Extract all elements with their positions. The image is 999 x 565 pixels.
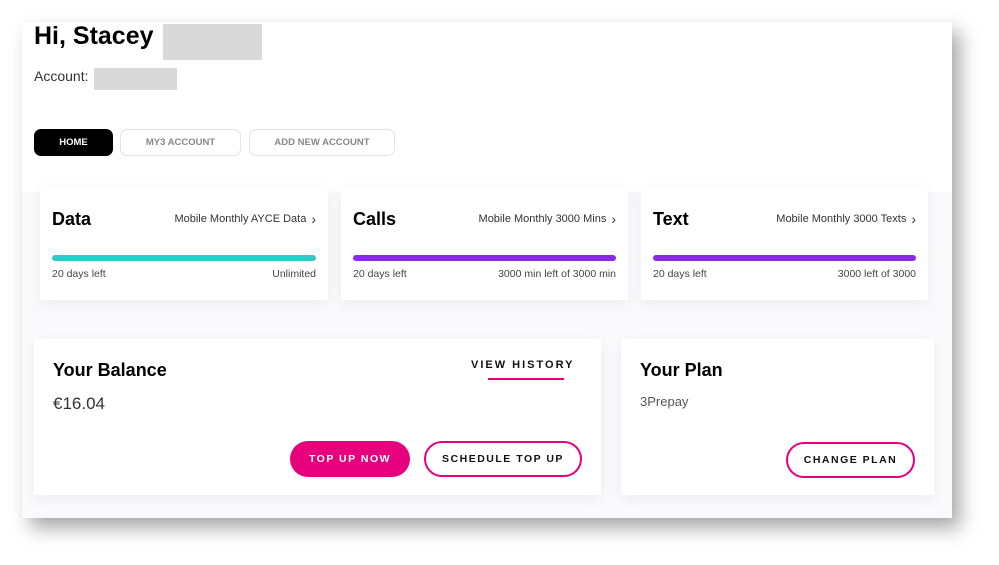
remaining: 3000 min left of 3000 min [498, 268, 616, 280]
chevron-right-icon: › [311, 211, 316, 227]
usage-bar [52, 255, 316, 261]
remaining: Unlimited [272, 268, 316, 280]
plan-link-label: Mobile Monthly AYCE Data [174, 213, 307, 225]
plan-title: Your Plan [640, 360, 723, 380]
card-title: Calls [353, 209, 397, 229]
top-up-now-button[interactable]: TOP UP NOW [290, 441, 410, 477]
chevron-right-icon: › [911, 211, 916, 227]
redacted-account-number [94, 68, 177, 90]
plan-link[interactable]: Mobile Monthly AYCE Data › [174, 211, 316, 227]
account-label: Account: [34, 68, 89, 84]
tab-home[interactable]: HOME [34, 129, 113, 156]
balance-card: Your Balance €16.04 VIEW HISTORY TOP UP … [34, 339, 601, 495]
usage-bar [653, 255, 916, 261]
days-left: 20 days left [52, 268, 106, 280]
days-left: 20 days left [353, 268, 407, 280]
days-left: 20 days left [653, 268, 707, 280]
usage-bar [353, 255, 616, 261]
tab-add-new-account[interactable]: ADD NEW ACCOUNT [249, 129, 395, 156]
plan-link-label: Mobile Monthly 3000 Mins [478, 213, 607, 225]
header-area: Hi, Stacey Account: HOME MY3 ACCOUNT ADD… [22, 22, 952, 192]
greeting: Hi, Stacey [34, 22, 154, 50]
page: Hi, Stacey Account: HOME MY3 ACCOUNT ADD… [22, 22, 952, 518]
view-history-link[interactable]: VIEW HISTORY [471, 359, 575, 371]
plan-name: 3Prepay [640, 394, 689, 409]
change-plan-button[interactable]: CHANGE PLAN [786, 442, 915, 478]
view-history-underline [488, 378, 564, 380]
schedule-top-up-button[interactable]: SCHEDULE TOP UP [424, 441, 582, 477]
chevron-right-icon: › [611, 211, 616, 227]
plan-link-label: Mobile Monthly 3000 Texts [776, 213, 907, 225]
usage-card-data: Data Mobile Monthly AYCE Data › 20 days l… [40, 187, 328, 300]
usage-card-calls: Calls Mobile Monthly 3000 Mins › 20 days … [341, 187, 628, 300]
balance-amount: €16.04 [53, 394, 105, 413]
redacted-surname [163, 24, 262, 60]
tab-my3-account[interactable]: MY3 ACCOUNT [120, 129, 241, 156]
plan-link[interactable]: Mobile Monthly 3000 Texts › [776, 211, 916, 227]
balance-title: Your Balance [53, 360, 167, 380]
plan-link[interactable]: Mobile Monthly 3000 Mins › [479, 211, 616, 227]
usage-card-text: Text Mobile Monthly 3000 Texts › 20 days … [641, 187, 928, 300]
card-title: Data [52, 209, 92, 229]
remaining: 3000 left of 3000 [837, 268, 916, 280]
card-title: Text [653, 209, 689, 229]
plan-card: Your Plan 3Prepay CHANGE PLAN [621, 339, 934, 495]
